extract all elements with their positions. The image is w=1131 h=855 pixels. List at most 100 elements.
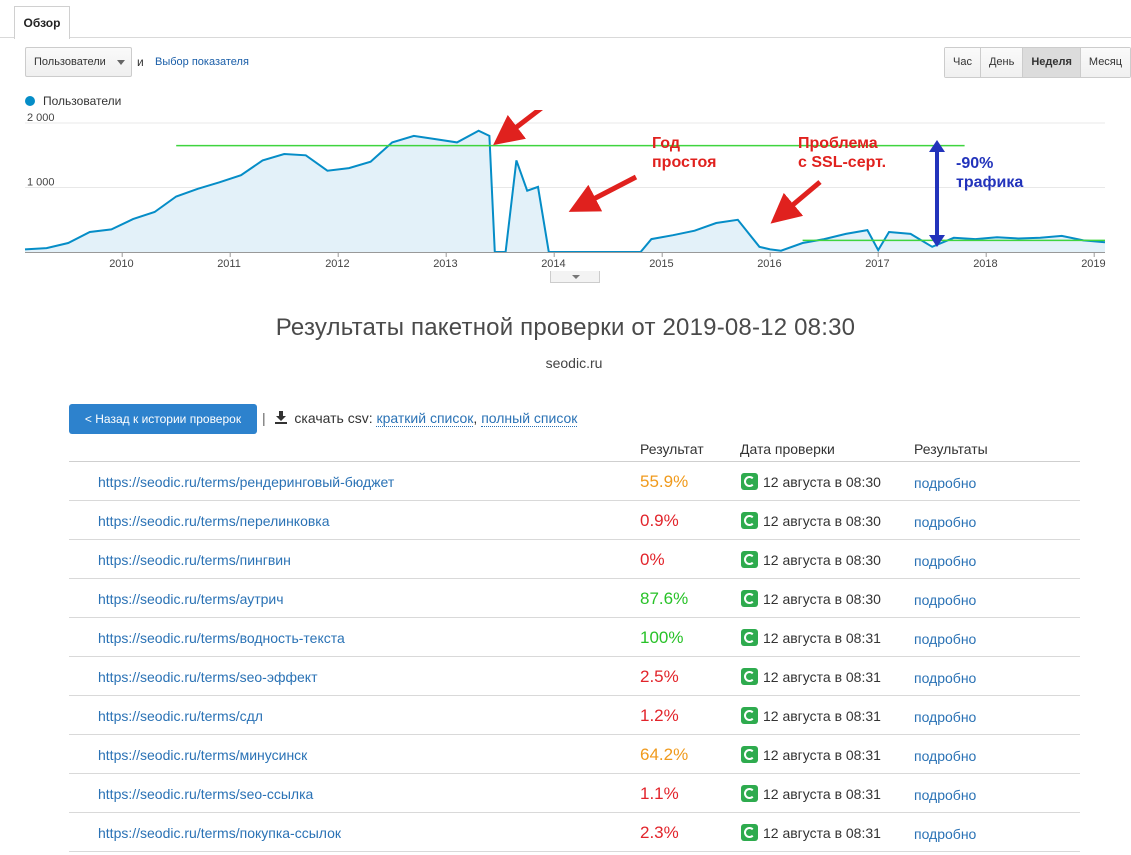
choose-metric-link[interactable]: Выбор показателя	[155, 56, 249, 68]
row-url-link[interactable]: https://seodic.ru/terms/рендеринговый-бю…	[98, 474, 395, 490]
row-details-link[interactable]: подробно	[914, 475, 977, 491]
row-score: 55.9%	[640, 472, 689, 491]
download-label: скачать csv:	[294, 410, 373, 426]
chevron-down-icon	[117, 60, 125, 65]
annotation-arrow	[568, 174, 638, 212]
column-date: Дата проверки	[740, 441, 835, 457]
row-url-link[interactable]: https://seodic.ru/terms/перелинковка	[98, 513, 330, 529]
row-url-link[interactable]: https://seodic.ru/terms/seo-ссылка	[98, 786, 314, 802]
column-result: Результат	[640, 441, 704, 457]
row-date: 12 августа в 08:31	[763, 825, 881, 841]
refresh-icon[interactable]	[741, 668, 758, 685]
refresh-icon[interactable]	[741, 512, 758, 529]
row-date: 12 августа в 08:30	[763, 591, 881, 607]
arrow-down-icon	[929, 235, 945, 247]
arrow-up-icon	[929, 140, 945, 152]
row-details-link[interactable]: подробно	[914, 670, 977, 686]
row-url-link[interactable]: https://seodic.ru/terms/минусинск	[98, 747, 308, 763]
refresh-icon[interactable]	[741, 824, 758, 841]
x-tick-label: 2014	[541, 258, 565, 270]
legend-label: Пользователи	[43, 94, 122, 108]
metric-select[interactable]: Пользователи	[25, 47, 132, 77]
metric-select-value: Пользователи	[34, 56, 106, 68]
row-details-link[interactable]: подробно	[914, 592, 977, 608]
table-row: https://seodic.ru/terms/рендеринговый-бю…	[69, 462, 1080, 501]
users-area	[25, 130, 1105, 252]
row-details-link[interactable]: подробно	[914, 826, 977, 842]
refresh-icon[interactable]	[741, 590, 758, 607]
row-url-link[interactable]: https://seodic.ru/terms/seo-эффект	[98, 669, 318, 685]
row-details-link[interactable]: подробно	[914, 709, 977, 725]
x-tick-label: 2017	[865, 258, 889, 270]
row-date: 12 августа в 08:30	[763, 552, 881, 568]
full-list-link[interactable]: полный список	[481, 410, 578, 427]
users-line	[24, 129, 1106, 253]
row-score: 100%	[640, 628, 684, 647]
row-score: 1.2%	[640, 706, 679, 725]
chart-legend: Пользователи	[25, 94, 121, 108]
table-row: https://seodic.ru/terms/сдл 1.2% 12 август…	[69, 696, 1080, 735]
annotation-text: простоя	[652, 154, 716, 171]
period-month-button[interactable]: Месяц	[1080, 48, 1131, 77]
report-domain: seodic.ru	[545, 355, 603, 371]
row-details-link[interactable]: подробно	[914, 514, 977, 530]
table-row: https://seodic.ru/terms/перелинковка 0.9%…	[69, 501, 1080, 540]
refresh-icon[interactable]	[741, 746, 758, 763]
analytics-panel: Обзор Пользователи и Выбор показателя Ча…	[0, 0, 1131, 290]
table-row: https://seodic.ru/terms/минусинск 64.2% 12…	[69, 735, 1080, 774]
refresh-icon[interactable]	[741, 551, 758, 568]
row-score: 64.2%	[640, 745, 689, 764]
table-row: https://seodic.ru/terms/аутрич 87.6% 12 ав…	[69, 579, 1080, 618]
table-row: https://seodic.ru/terms/seo-ссылка 1.1% 12…	[69, 774, 1080, 813]
y-tick-label: 2 000	[27, 112, 55, 124]
annotation-text: Год	[652, 135, 680, 152]
back-to-history-button[interactable]: < Назад к истории проверок	[69, 404, 257, 434]
y-tick-label: 1 000	[27, 177, 55, 189]
users-chart: 2 000 1 000 2010 2011 2012 2013 2014 2015 2016 2…	[24, 110, 1106, 270]
annotation-text: -90%	[956, 155, 993, 172]
row-date: 12 августа в 08:31	[763, 630, 881, 646]
row-url-link[interactable]: https://seodic.ru/terms/покупка-ссылок	[98, 825, 342, 841]
annotation-text: с SSL-серт.	[798, 154, 886, 171]
refresh-icon[interactable]	[741, 785, 758, 802]
row-date: 12 августа в 08:31	[763, 747, 881, 763]
period-hour-button[interactable]: Час	[945, 48, 981, 77]
period-week-button[interactable]: Неделя	[1023, 48, 1081, 77]
period-day-button[interactable]: День	[980, 48, 1024, 77]
refresh-icon[interactable]	[741, 473, 758, 490]
x-tick-label: 2018	[973, 258, 997, 270]
page-title: Результаты пакетной проверки от 2019-08-…	[275, 314, 856, 341]
separator: |	[262, 410, 266, 426]
row-details-link[interactable]: подробно	[914, 553, 977, 569]
row-details-link[interactable]: подробно	[914, 748, 977, 764]
tab-overview[interactable]: Обзор	[14, 6, 70, 39]
row-date: 12 августа в 08:31	[763, 708, 881, 724]
row-url-link[interactable]: https://seodic.ru/terms/сдл	[98, 708, 263, 724]
row-date: 12 августа в 08:30	[763, 474, 881, 490]
comma: ,	[473, 410, 478, 426]
download-icon	[274, 411, 287, 424]
row-score: 1.1%	[640, 784, 679, 803]
row-url-link[interactable]: https://seodic.ru/terms/аутрич	[98, 591, 284, 607]
annotation-arrow	[770, 180, 822, 224]
row-url-link[interactable]: https://seodic.ru/terms/пингвин	[98, 552, 291, 568]
column-results: Результаты	[914, 441, 988, 457]
short-list-link[interactable]: краткий список	[376, 410, 474, 427]
x-tick-label: 2010	[109, 258, 133, 270]
table-row: https://seodic.ru/terms/водность-текста 1…	[69, 618, 1080, 657]
row-url-link[interactable]: https://seodic.ru/terms/водность-текста	[98, 630, 345, 646]
and-label: и	[137, 55, 144, 69]
annotation-arrow	[493, 110, 544, 146]
row-details-link[interactable]: подробно	[914, 631, 977, 647]
row-score: 87.6%	[640, 589, 689, 608]
period-toggle: Час День Неделя Месяц	[944, 47, 1131, 78]
row-date: 12 августа в 08:31	[763, 786, 881, 802]
refresh-icon[interactable]	[741, 707, 758, 724]
refresh-icon[interactable]	[741, 629, 758, 646]
row-date: 12 августа в 08:31	[763, 669, 881, 685]
table-row: https://seodic.ru/terms/покупка-ссылок 2.…	[69, 813, 1080, 852]
table-row: https://seodic.ru/terms/seo-эффект 2.5% 12…	[69, 657, 1080, 696]
expand-chart-handle[interactable]	[550, 271, 600, 283]
row-details-link[interactable]: подробно	[914, 787, 977, 803]
x-tick-label: 2012	[325, 258, 349, 270]
